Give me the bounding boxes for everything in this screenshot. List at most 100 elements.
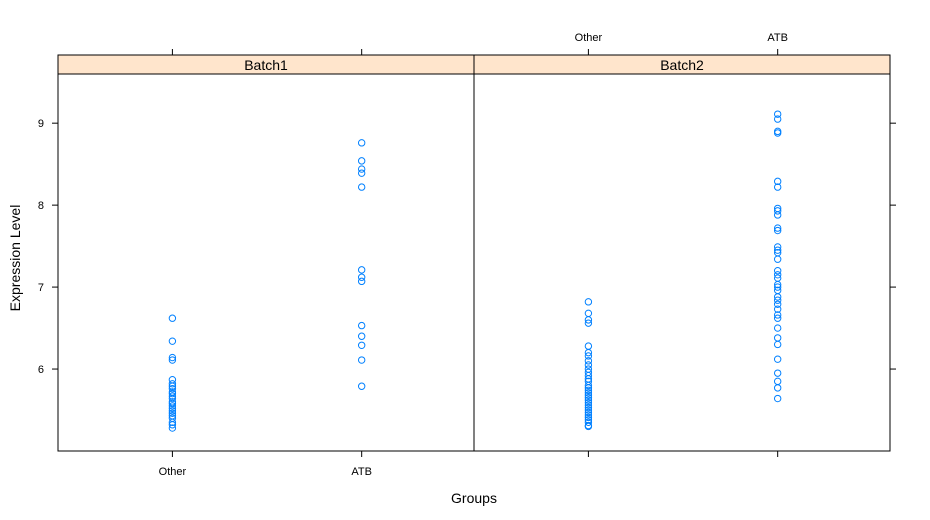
data-point-batch2-atb-5 xyxy=(773,183,782,191)
data-point-batch1-other-14 xyxy=(168,402,177,410)
data-point-batch2-other-0 xyxy=(584,298,593,306)
data-point-batch2-atb-8 xyxy=(773,211,782,219)
data-point-batch2-atb-21 xyxy=(773,293,782,301)
data-point-batch2-atb-4 xyxy=(773,177,782,186)
data-point-batch2-other-29 xyxy=(584,418,593,427)
data-point-batch1-other-17 xyxy=(168,409,177,417)
panel-frame-batch1 xyxy=(57,73,475,452)
data-point-batch2-atb-33 xyxy=(773,384,782,392)
data-point-batch1-atb-3 xyxy=(357,169,366,177)
data-point-batch2-other-27 xyxy=(584,413,593,422)
data-point-batch2-other-19 xyxy=(584,394,593,402)
data-point-batch2-other-21 xyxy=(584,398,593,407)
data-point-batch2-atb-10 xyxy=(773,226,782,235)
x-axis-title: Groups xyxy=(451,490,497,506)
data-point-batch2-other-17 xyxy=(584,389,593,397)
data-point-batch1-other-7 xyxy=(168,385,177,393)
data-point-batch2-atb-16 xyxy=(773,271,782,279)
data-point-batch2-other-31 xyxy=(584,422,593,431)
data-point-batch2-atb-15 xyxy=(773,267,782,275)
data-point-batch1-atb-6 xyxy=(357,273,366,281)
data-point-batch1-other-3 xyxy=(168,356,177,364)
data-point-batch2-atb-27 xyxy=(773,324,782,332)
data-point-batch1-atb-1 xyxy=(357,157,366,165)
data-point-batch2-atb-18 xyxy=(773,280,782,289)
data-point-batch1-other-13 xyxy=(168,399,177,408)
data-point-batch2-atb-24 xyxy=(773,305,782,313)
data-point-batch2-other-26 xyxy=(584,411,593,419)
data-point-batch2-other-23 xyxy=(584,403,593,412)
y-tick-label-7: 7 xyxy=(38,282,44,294)
y-tick-label-9: 9 xyxy=(38,118,44,130)
data-point-batch2-other-11 xyxy=(584,371,593,380)
data-point-batch2-other-2 xyxy=(584,316,593,324)
data-point-batch2-atb-32 xyxy=(773,377,782,386)
data-point-batch2-atb-26 xyxy=(773,314,782,322)
y-tick-label-6: 6 xyxy=(38,364,44,376)
strip-label-batch2: Batch2 xyxy=(660,57,704,73)
data-point-batch2-other-3 xyxy=(584,319,593,327)
data-point-batch1-other-1 xyxy=(168,337,177,345)
data-point-batch2-other-22 xyxy=(584,401,593,409)
data-point-batch2-atb-14 xyxy=(773,255,782,263)
data-point-batch1-atb-7 xyxy=(357,277,366,286)
data-point-batch1-other-11 xyxy=(168,394,177,403)
data-point-batch1-atb-11 xyxy=(357,356,366,364)
data-point-batch2-other-4 xyxy=(584,342,593,350)
data-point-batch2-atb-31 xyxy=(773,369,782,377)
data-point-batch1-atb-5 xyxy=(357,266,366,274)
data-point-batch1-other-22 xyxy=(168,424,177,432)
strip-label-batch1: Batch1 xyxy=(244,57,288,73)
data-point-batch2-atb-30 xyxy=(773,355,782,363)
data-point-batch2-atb-22 xyxy=(773,296,782,304)
data-point-batch2-atb-19 xyxy=(773,283,782,291)
data-point-batch2-atb-34 xyxy=(773,394,782,403)
data-point-batch2-other-14 xyxy=(584,381,593,390)
data-point-batch1-other-0 xyxy=(168,314,177,322)
y-axis-title: Expression Level xyxy=(7,205,23,312)
data-point-batch1-atb-8 xyxy=(357,321,366,330)
data-point-batch1-other-15 xyxy=(168,404,177,413)
x-tick-label-batch1-atb: ATB xyxy=(351,466,372,478)
data-point-batch1-other-2 xyxy=(168,353,177,362)
data-point-batch2-atb-29 xyxy=(773,340,782,349)
data-point-batch1-atb-0 xyxy=(357,139,366,147)
data-point-batch1-other-5 xyxy=(168,380,177,388)
data-point-batch2-other-1 xyxy=(584,309,593,318)
points-layer xyxy=(168,110,782,432)
data-point-batch2-other-25 xyxy=(584,408,593,417)
data-point-batch2-other-20 xyxy=(584,396,593,404)
data-point-batch2-other-5 xyxy=(584,348,593,357)
data-point-batch2-other-6 xyxy=(584,352,593,360)
panel-frame-batch2 xyxy=(473,73,891,452)
data-point-batch2-atb-1 xyxy=(773,115,782,123)
strip-batch2 xyxy=(473,54,891,75)
data-point-batch2-atb-3 xyxy=(773,129,782,137)
data-point-batch1-other-20 xyxy=(168,418,177,427)
data-point-batch2-other-18 xyxy=(584,391,593,399)
data-point-batch2-other-8 xyxy=(584,361,593,369)
data-point-batch2-other-15 xyxy=(584,384,593,392)
panels-layer: Batch1 Batch2 xyxy=(57,54,891,452)
data-point-batch1-other-9 xyxy=(168,389,177,398)
y-tick-label-8: 8 xyxy=(38,200,44,212)
data-point-batch1-atb-10 xyxy=(357,341,366,349)
data-point-batch1-other-16 xyxy=(168,407,177,415)
data-point-batch1-other-6 xyxy=(168,382,177,390)
data-point-batch1-atb-12 xyxy=(357,382,366,390)
data-point-batch2-atb-28 xyxy=(773,334,782,342)
x-tick-label-batch2-other: Other xyxy=(575,32,603,44)
data-point-batch2-atb-23 xyxy=(773,300,782,308)
data-point-batch2-atb-9 xyxy=(773,224,782,232)
data-point-batch2-other-24 xyxy=(584,406,593,414)
data-point-batch2-other-16 xyxy=(584,386,593,395)
axes-layer: Other ATB Other ATB 6 7 8 9 xyxy=(38,32,896,478)
data-point-batch1-atb-9 xyxy=(357,332,366,340)
data-point-batch1-other-10 xyxy=(168,392,177,400)
data-point-batch1-other-21 xyxy=(168,421,177,429)
data-point-batch2-atb-25 xyxy=(773,311,782,319)
data-point-batch1-atb-2 xyxy=(357,165,366,173)
data-point-batch2-atb-7 xyxy=(773,207,782,215)
data-point-batch2-atb-0 xyxy=(773,110,782,118)
